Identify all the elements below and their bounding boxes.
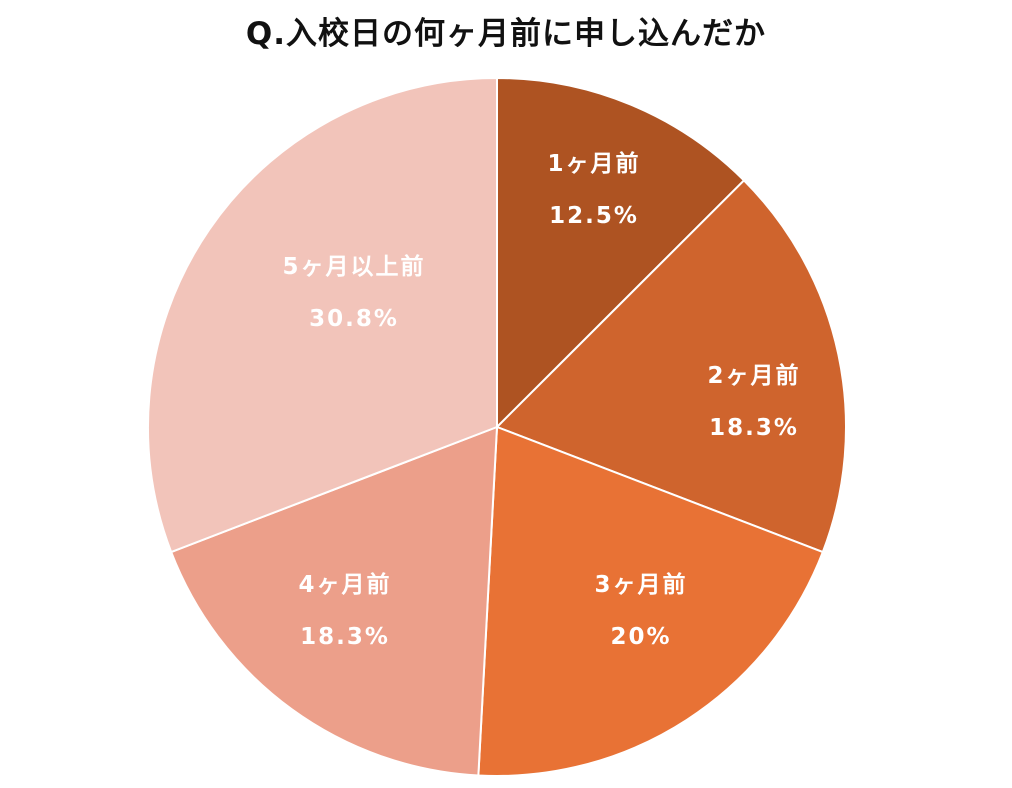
slice-label-1-month: 1ヶ月前 12.5% (484, 138, 704, 242)
slice-label-2-months: 2ヶ月前 18.3% (644, 350, 864, 454)
slice-percent: 30.8% (309, 306, 399, 332)
slice-label-3-months: 3ヶ月前 20% (531, 559, 751, 663)
slice-percent: 12.5% (549, 203, 639, 229)
slice-percent: 18.3% (709, 415, 799, 441)
slice-category: 5ヶ月以上前 (282, 254, 426, 280)
slice-category: 1ヶ月前 (547, 151, 641, 177)
slice-label-4-months: 4ヶ月前 18.3% (235, 559, 455, 663)
pie-slice (495, 178, 847, 554)
pie-slice (169, 425, 499, 777)
slice-percent: 20% (610, 624, 672, 650)
slice-percent: 18.3% (300, 624, 390, 650)
slice-category: 4ヶ月前 (298, 572, 392, 598)
pie-slice (496, 76, 746, 430)
slice-category: 3ヶ月前 (594, 572, 688, 598)
pie-slice (477, 425, 825, 777)
chart-title: Q.入校日の何ヶ月前に申し込んだか (245, 16, 767, 52)
pie-slice (147, 76, 498, 554)
slice-category: 2ヶ月前 (707, 363, 801, 389)
slice-label-5-plus-months: 5ヶ月以上前 30.8% (244, 241, 464, 345)
